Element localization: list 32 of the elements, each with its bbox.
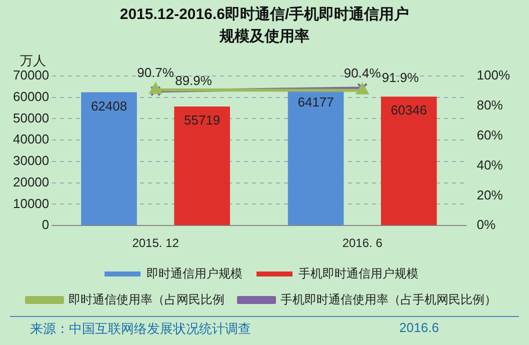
legend-label: 手机即时通信使用率（占手机网民比例） [280, 292, 496, 306]
legend-label: 手机即时通信用户规模 [298, 266, 418, 280]
source-note: 来源：中国互联网络发展状况统计调查 [30, 320, 251, 338]
y-tick-label: 0 [42, 217, 50, 232]
y-tick-label: 20000 [12, 174, 50, 190]
y-tick-label: 50000 [12, 110, 50, 126]
data-label: 62408 [90, 98, 128, 114]
y2-tick-label: 100% [476, 68, 510, 83]
legend-label: 即时通信用户规模 [146, 266, 242, 280]
legend-label: 即时通信使用率（占网民比例 [68, 292, 224, 306]
x-tick-label: 2015. 12 [132, 236, 180, 250]
y-tick-label: 30000 [12, 153, 50, 168]
y-tick-label: 40000 [12, 132, 50, 147]
text: 2016.6 [399, 320, 439, 337]
y2-tick-label: 40% [476, 157, 504, 172]
chart-title: 2015.12-2016.6即时通信/手机即时通信用户规模及使用率 [118, 5, 410, 47]
y-tick-label: 70000 [12, 68, 50, 83]
data-label: 91.9% [382, 70, 420, 86]
y-tick-label: 60000 [12, 88, 50, 104]
data-label: 60346 [390, 102, 427, 118]
y2-tick-label: 80% [476, 98, 504, 112]
data-label: 64177 [298, 94, 334, 110]
y2-tick-label: 60% [476, 127, 504, 142]
x-tick-label: 2016. 6 [342, 236, 383, 250]
data-label: 89.9% [175, 73, 212, 88]
y2-tick-label: 20% [476, 187, 504, 202]
y-tick-label: 10000 [12, 196, 50, 211]
data-label: 55719 [184, 112, 220, 128]
data-label: 90.7% [137, 64, 174, 80]
data-label: 90.4% [344, 65, 382, 80]
y2-tick-label: 0% [476, 217, 496, 232]
y-axis-title: 万人 [20, 53, 46, 68]
